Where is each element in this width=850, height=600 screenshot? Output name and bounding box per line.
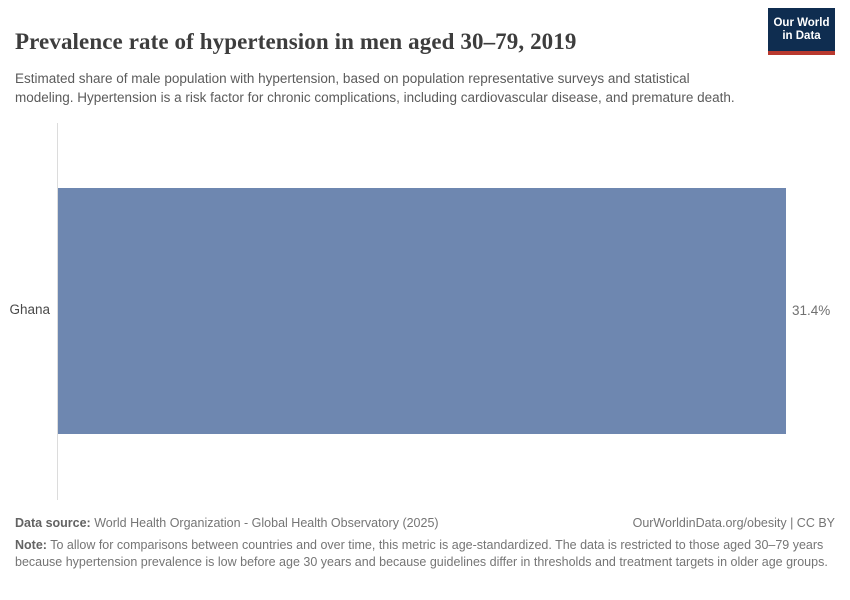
- chart-title: Prevalence rate of hypertension in men a…: [15, 29, 577, 55]
- owid-logo[interactable]: Our World in Data: [768, 8, 835, 55]
- data-source: Data source: World Health Organization -…: [15, 515, 439, 532]
- owid-logo-line1: Our World: [773, 16, 830, 29]
- chart-subtitle: Estimated share of male population with …: [15, 70, 735, 105]
- attribution-link[interactable]: OurWorldinData.org/obesity | CC BY: [632, 516, 835, 530]
- source-row: Data source: World Health Organization -…: [15, 515, 835, 532]
- chart-footer: Data source: World Health Organization -…: [15, 515, 835, 571]
- note-text: To allow for comparisons between countri…: [15, 538, 828, 569]
- y-axis-line: [57, 123, 58, 500]
- category-label-ghana: Ghana: [9, 302, 50, 317]
- data-source-text: World Health Organization - Global Healt…: [90, 516, 439, 530]
- chart-note: Note: To allow for comparisons between c…: [15, 537, 835, 571]
- bar-ghana[interactable]: [58, 188, 786, 434]
- data-source-label: Data source:: [15, 516, 91, 530]
- owid-logo-line2: in Data: [782, 29, 821, 42]
- note-label: Note:: [15, 538, 47, 552]
- bar-value-label: 31.4%: [792, 303, 831, 318]
- plot-area: [58, 188, 786, 434]
